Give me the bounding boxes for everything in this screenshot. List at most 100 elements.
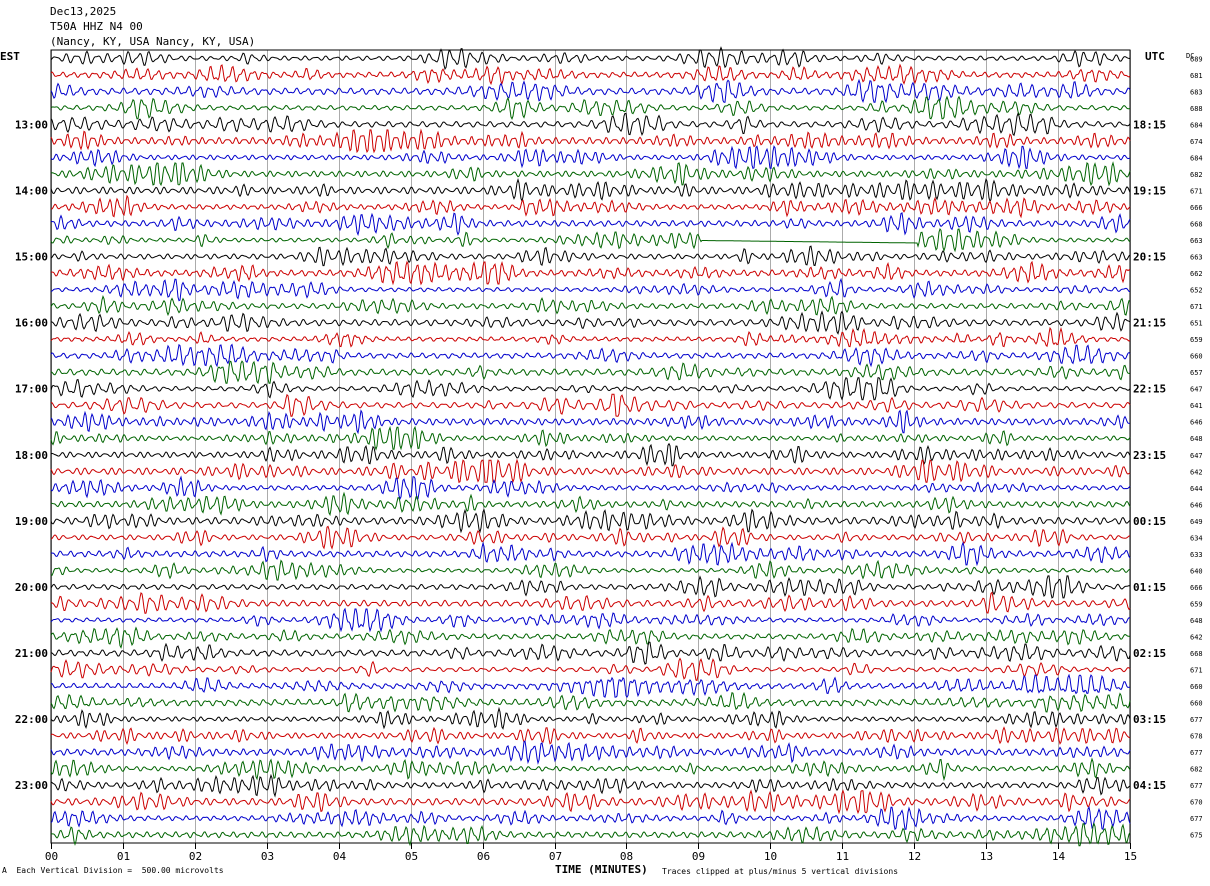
trace-line — [50, 789, 1131, 815]
dc-offset-label: 677 — [1190, 716, 1203, 724]
trace-line — [50, 245, 1131, 267]
trace-line — [50, 145, 1131, 170]
trace-line — [50, 326, 1131, 348]
x-tick-label: 15 — [1124, 850, 1137, 863]
dc-offset-label: 668 — [1190, 220, 1203, 228]
dc-offset-label: 671 — [1190, 303, 1203, 311]
left-hour-label: 21:00 — [15, 647, 48, 660]
x-tick-label: 12 — [908, 850, 921, 863]
dc-offset-label: 660 — [1190, 353, 1203, 361]
dc-offset-label: 688 — [1190, 105, 1203, 113]
dc-offset-label: 659 — [1190, 600, 1203, 608]
dc-offset-label: 633 — [1190, 551, 1203, 559]
dc-offset-label: 682 — [1190, 171, 1203, 179]
scale-footnote: A Each Vertical Division = 500.00 microv… — [2, 866, 224, 875]
right-hour-label: 19:15 — [1133, 184, 1166, 197]
date-label: Dec13,2025 — [50, 5, 117, 18]
dc-offset-label: 644 — [1190, 485, 1203, 493]
x-tick-label: 10 — [764, 850, 777, 863]
trace-line — [50, 805, 1131, 831]
trace-line — [50, 425, 1131, 451]
trace-line — [50, 295, 1131, 317]
right-hour-label: 04:15 — [1133, 779, 1166, 792]
dc-offset-label: 634 — [1190, 534, 1203, 542]
x-tick-label: 00 — [45, 850, 58, 863]
dc-offset-label: 652 — [1190, 287, 1203, 295]
right-timezone-label: UTC — [1145, 50, 1165, 63]
trace-line — [50, 508, 1131, 534]
trace-line — [50, 641, 1131, 665]
x-tick-label: 11 — [836, 850, 849, 863]
trace-line — [50, 310, 1131, 335]
trace-line — [50, 740, 1131, 765]
dc-offset-label: 671 — [1190, 187, 1203, 195]
trace-line — [50, 626, 1131, 649]
trace-line — [50, 458, 1131, 484]
plot-grid: 00 01 02 03 04 05 06 07 08 09 10 11 12 13 14 15 — [45, 49, 1137, 863]
left-hour-label: 19:00 — [15, 515, 48, 528]
left-hour-label: 14:00 — [15, 184, 48, 197]
dc-offset-label: 674 — [1190, 138, 1203, 146]
dc-offset-label: 684 — [1190, 121, 1203, 129]
trace-line — [50, 525, 1131, 550]
x-tick-label: 05 — [405, 850, 418, 863]
trace-line — [50, 343, 1131, 368]
dc-offset-label: 668 — [1190, 650, 1203, 658]
dc-offset-label: 659 — [1190, 336, 1203, 344]
dc-offset-label: 647 — [1190, 452, 1203, 460]
trace-line — [50, 409, 1130, 435]
trace-line — [50, 591, 1131, 614]
dc-offset-label: 671 — [1190, 667, 1203, 675]
trace-line — [50, 442, 1131, 467]
trace-line — [50, 575, 1131, 599]
dc-offset-label: 681 — [1190, 72, 1203, 80]
right-hour-label: 20:15 — [1133, 251, 1166, 264]
left-hour-label: 22:00 — [15, 713, 48, 726]
dc-offset-label: 678 — [1190, 733, 1203, 741]
right-hour-label: 00:15 — [1133, 515, 1166, 528]
trace-line — [50, 773, 1131, 798]
dc-offset-label: 648 — [1190, 435, 1203, 443]
trace-line — [50, 726, 1131, 745]
dc-offset-label: 677 — [1190, 749, 1203, 757]
x-tick-label: 13 — [980, 850, 993, 863]
dc-offset-label: 651 — [1190, 320, 1203, 328]
x-tick-label: 01 — [117, 850, 130, 863]
trace-line — [50, 393, 1131, 417]
dc-offset-label: 642 — [1190, 468, 1203, 476]
trace-line — [50, 46, 1131, 71]
dc-offset-label: 647 — [1190, 386, 1203, 394]
dc-offset-label: 684 — [1190, 154, 1203, 162]
footer-mark: A — [2, 866, 7, 875]
dc-offset-label: 677 — [1190, 815, 1203, 823]
trace-line — [50, 161, 1131, 187]
x-tick-label: 04 — [333, 850, 347, 863]
dc-offset-label: 677 — [1190, 782, 1203, 790]
left-hour-label: 18:00 — [15, 449, 48, 462]
trace-line — [50, 706, 1131, 730]
trace-line — [50, 691, 1131, 713]
trace-line — [50, 78, 1131, 104]
right-hour-label: 23:15 — [1133, 449, 1166, 462]
label-group: 13:00 14:00 15:00 16:00 17:00 18:00 19:00 20:00… — [15, 55, 1203, 839]
trace-line — [50, 212, 1131, 237]
location-label: (Nancy, KY, USA Nancy, KY, USA) — [50, 35, 256, 48]
dc-offset-label: 683 — [1190, 88, 1203, 96]
left-hour-label: 17:00 — [15, 383, 48, 396]
left-hour-label: 13:00 — [15, 118, 48, 131]
trace-line — [50, 607, 1131, 633]
x-tick-label: 09 — [692, 850, 705, 863]
right-hour-label: 03:15 — [1133, 713, 1166, 726]
left-timezone-label: EST — [0, 50, 20, 63]
scale-text: Each Vertical Division = 500.00 microvol… — [16, 866, 224, 875]
dc-offset-label: 663 — [1190, 254, 1203, 262]
x-tick-label: 06 — [477, 850, 490, 863]
dc-offset-label: 670 — [1190, 799, 1203, 807]
trace-line — [50, 559, 1131, 581]
left-hour-label: 16:00 — [15, 317, 48, 330]
right-hour-label: 21:15 — [1133, 317, 1166, 330]
trace-line — [50, 112, 1131, 137]
trace-line — [50, 657, 1131, 682]
trace-line — [50, 178, 1131, 203]
